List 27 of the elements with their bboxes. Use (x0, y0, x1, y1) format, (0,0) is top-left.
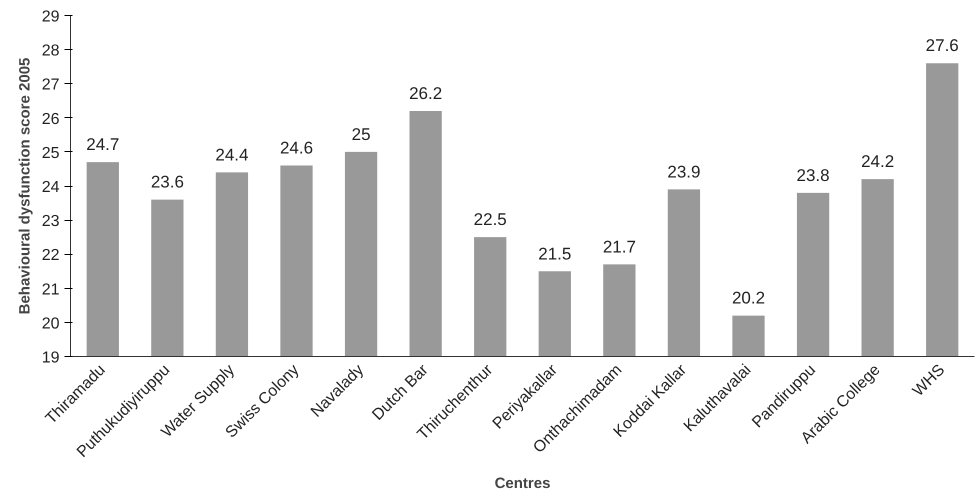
data-label: 23.8 (796, 166, 830, 185)
y-tick-label: 20 (42, 315, 60, 332)
y-tick-label: 19 (42, 350, 60, 366)
y-tick-label: 24 (42, 179, 60, 196)
y-tick-label: 23 (42, 213, 60, 230)
data-label: 23.6 (150, 172, 184, 192)
y-tick-label: 25 (42, 144, 60, 162)
data-label: 26.2 (409, 84, 442, 103)
y-tick-label: 21 (42, 281, 60, 298)
data-label: 23.9 (667, 162, 700, 182)
data-label: 21.7 (602, 237, 636, 256)
x-axis-title: Centres (494, 474, 550, 492)
data-label: 24.2 (861, 152, 894, 172)
y-tick-label: 22 (42, 247, 60, 264)
y-tick-label: 28 (42, 42, 60, 60)
data-label: 27.6 (926, 36, 959, 56)
data-label: 24.4 (215, 145, 248, 164)
data-label: 25 (352, 124, 371, 144)
data-label: 22.5 (474, 210, 507, 230)
data-label: 24.7 (86, 135, 120, 154)
data-label: 24.6 (280, 138, 314, 158)
y-tick-label: 27 (42, 76, 60, 94)
y-tick-label: 26 (42, 110, 60, 128)
data-label: 21.5 (538, 244, 572, 264)
data-label: 20.2 (732, 288, 766, 308)
y-axis-title: Behavioural dysfunction score 2005 (16, 58, 34, 314)
y-tick-label: 29 (42, 8, 60, 26)
